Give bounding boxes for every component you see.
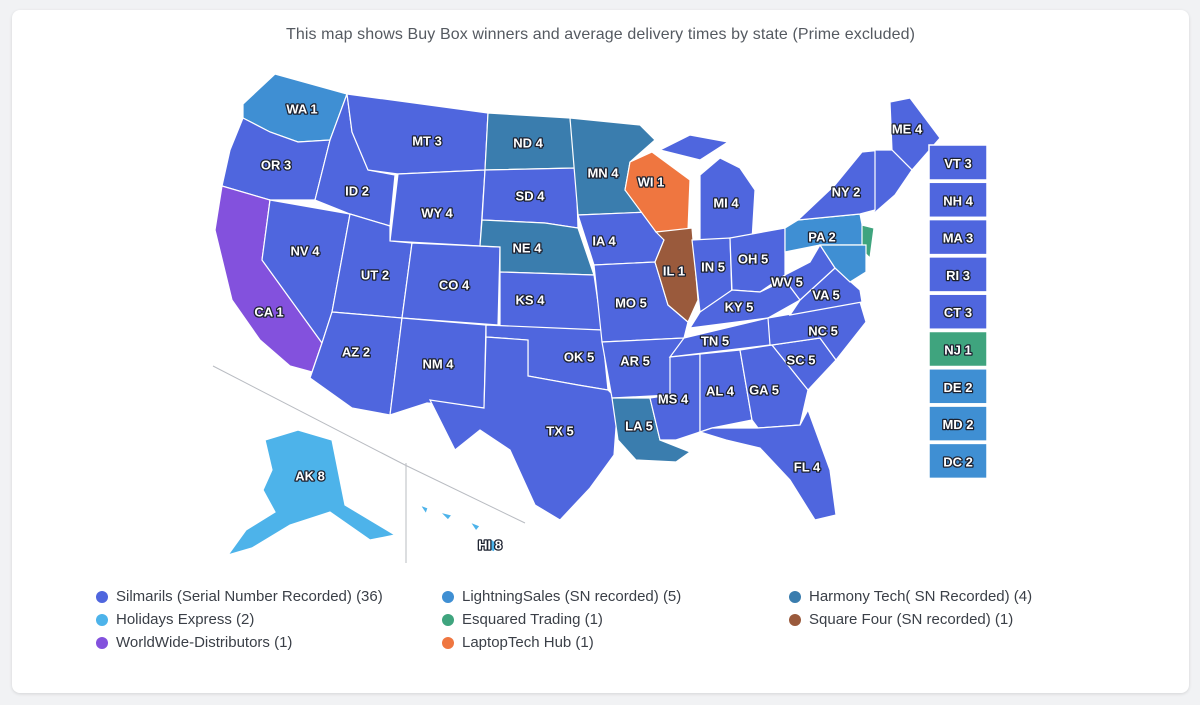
state-label-sc: SC 5 bbox=[787, 353, 816, 368]
state-label-wi: WI 1 bbox=[638, 175, 665, 190]
state-label-la: LA 5 bbox=[625, 419, 653, 434]
small-state-label-vt: VT 3 bbox=[944, 156, 971, 171]
state-al[interactable] bbox=[699, 349, 753, 433]
state-label-az: AZ 2 bbox=[342, 345, 370, 360]
small-state-label-nh: NH 4 bbox=[943, 193, 973, 208]
map-title: This map shows Buy Box winners and avera… bbox=[285, 26, 915, 43]
state-label-wa: WA 1 bbox=[286, 102, 317, 117]
legend-item-worldwide[interactable]: WorldWide-Distributors (1) bbox=[96, 634, 292, 651]
small-state-box-nh[interactable] bbox=[928, 181, 988, 219]
state-label-ny: NY 2 bbox=[832, 185, 861, 200]
state-label-ia: IA 4 bbox=[592, 234, 616, 249]
state-label-id: ID 2 bbox=[345, 184, 369, 199]
state-label-nv: NV 4 bbox=[291, 244, 321, 259]
legend-item-squarefour[interactable]: Square Four (SN recorded) (1) bbox=[789, 611, 1013, 628]
state-label-ar: AR 5 bbox=[620, 354, 650, 369]
state-label-tx: TX 5 bbox=[546, 424, 573, 439]
state-tx[interactable] bbox=[428, 336, 619, 521]
state-label-ks: KS 4 bbox=[516, 293, 546, 308]
legend-item-laptoptech[interactable]: LaptopTech Hub (1) bbox=[442, 634, 594, 651]
legend-label: WorldWide-Distributors (1) bbox=[116, 634, 293, 651]
small-state-box-vt[interactable] bbox=[928, 144, 988, 181]
small-state-label-nj: NJ 1 bbox=[944, 343, 971, 358]
legend-dot-icon bbox=[789, 613, 801, 626]
state-label-ak: AK 8 bbox=[295, 469, 325, 484]
small-state-box-ri[interactable] bbox=[928, 256, 988, 293]
legend-dot-icon bbox=[789, 590, 801, 603]
small-state-box-dc[interactable] bbox=[928, 442, 988, 480]
legend-dot-icon bbox=[96, 636, 108, 649]
small-state-box-ct[interactable] bbox=[928, 293, 988, 330]
state-label-ne: NE 4 bbox=[513, 241, 543, 256]
state-label-ky: KY 5 bbox=[725, 300, 754, 315]
legend-label: Holidays Express (2) bbox=[116, 611, 255, 628]
small-state-label-ri: RI 3 bbox=[946, 268, 970, 283]
small-state-label-ct: CT 3 bbox=[944, 305, 972, 320]
state-label-in: IN 5 bbox=[701, 260, 725, 275]
small-state-label-md: MD 2 bbox=[942, 417, 973, 432]
state-nc[interactable] bbox=[767, 301, 867, 361]
state-oh[interactable] bbox=[729, 227, 786, 293]
legend-dot-icon bbox=[442, 590, 454, 603]
state-label-sd: SD 4 bbox=[516, 189, 546, 204]
inset-divider bbox=[212, 365, 526, 524]
state-label-oh: OH 5 bbox=[738, 252, 768, 267]
state-label-mt: MT 3 bbox=[412, 134, 442, 149]
small-state-box-de[interactable] bbox=[928, 368, 988, 405]
state-label-ut: UT 2 bbox=[361, 268, 389, 283]
legend-item-esquared[interactable]: Esquared Trading (1) bbox=[442, 611, 603, 628]
state-label-nm: NM 4 bbox=[422, 357, 454, 372]
state-label-co: CO 4 bbox=[439, 278, 470, 293]
state-md-map[interactable] bbox=[818, 244, 867, 283]
state-label-fl: FL 4 bbox=[794, 460, 821, 475]
state-label-wv: WV 5 bbox=[771, 275, 803, 290]
legend-dot-icon bbox=[96, 613, 108, 626]
legend-item-holidays[interactable]: Holidays Express (2) bbox=[96, 611, 254, 628]
small-state-label-de: DE 2 bbox=[944, 380, 973, 395]
state-label-mn: MN 4 bbox=[587, 166, 619, 181]
state-label-me: ME 4 bbox=[892, 122, 923, 137]
small-state-box-ma[interactable] bbox=[928, 218, 988, 256]
legend-dot-icon bbox=[442, 613, 454, 626]
legend-item-harmony[interactable]: Harmony Tech( SN Recorded) (4) bbox=[789, 588, 1032, 605]
legend-label: Esquared Trading (1) bbox=[462, 611, 603, 628]
state-label-or: OR 3 bbox=[261, 158, 291, 173]
state-label-mi: MI 4 bbox=[713, 196, 739, 211]
small-state-label-ma: MA 3 bbox=[943, 231, 974, 246]
legend-label: Silmarils (Serial Number Recorded) (36) bbox=[116, 588, 383, 605]
state-label-tn: TN 5 bbox=[701, 334, 729, 349]
state-label-wy: WY 4 bbox=[421, 206, 453, 221]
state-label-pa: PA 2 bbox=[808, 230, 835, 245]
state-new-england-small[interactable] bbox=[871, 149, 913, 216]
legend-item-lightningsales[interactable]: LightningSales (SN recorded) (5) bbox=[442, 588, 681, 605]
state-label-il: IL 1 bbox=[663, 264, 685, 279]
state-label-hi: HI 8 bbox=[478, 538, 502, 553]
state-label-nc: NC 5 bbox=[808, 324, 838, 339]
state-label-ca: CA 1 bbox=[254, 305, 283, 320]
legend-dot-icon bbox=[96, 590, 108, 603]
small-state-box-nj[interactable] bbox=[928, 330, 988, 368]
legend-dot-icon bbox=[442, 636, 454, 649]
small-state-label-dc: DC 2 bbox=[943, 454, 973, 469]
legend-label: LaptopTech Hub (1) bbox=[462, 634, 594, 651]
state-hi[interactable] bbox=[418, 503, 499, 553]
legend-label: LightningSales (SN recorded) (5) bbox=[462, 588, 682, 605]
state-label-ok: OK 5 bbox=[564, 350, 594, 365]
state-label-mo: MO 5 bbox=[615, 296, 647, 311]
state-label-va: VA 5 bbox=[812, 288, 839, 303]
state-label-ms: MS 4 bbox=[658, 392, 689, 407]
small-state-box-md[interactable] bbox=[928, 405, 988, 442]
state-label-al: AL 4 bbox=[706, 384, 735, 399]
state-label-nd: ND 4 bbox=[513, 136, 543, 151]
state-ak[interactable] bbox=[226, 429, 397, 557]
legend-label: Harmony Tech( SN Recorded) (4) bbox=[809, 588, 1033, 605]
legend-item-silmarils[interactable]: Silmarils (Serial Number Recorded) (36) bbox=[96, 588, 383, 605]
state-fl[interactable] bbox=[698, 408, 837, 521]
state-label-ga: GA 5 bbox=[749, 383, 779, 398]
legend-label: Square Four (SN recorded) (1) bbox=[809, 611, 1014, 628]
